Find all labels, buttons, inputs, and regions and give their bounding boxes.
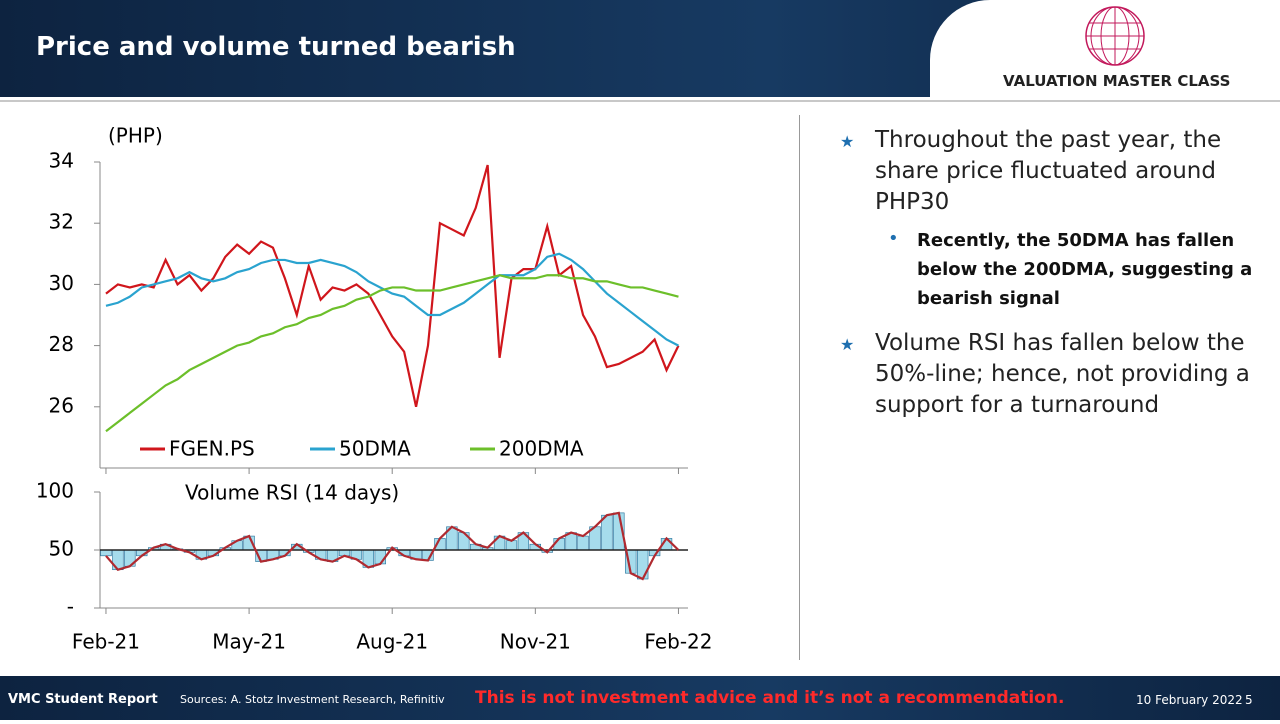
y-tick-label: -	[67, 595, 74, 619]
legend-label: 50DMA	[339, 437, 411, 461]
line-series	[105, 274, 679, 433]
sub-bullet-icon: •	[888, 228, 899, 249]
footer-page: 5	[1245, 693, 1253, 707]
line-series	[105, 164, 680, 408]
y-tick-label: 100	[36, 479, 74, 503]
logo-globe	[1085, 6, 1145, 66]
bullet: Volume RSI has fallen below the 50%-line…	[875, 330, 1250, 418]
chart-title: Volume RSI (14 days)	[185, 481, 399, 505]
charts: 26 28 30 32 34 (PHP) FGEN.PS 50DMA 200DMA - 50 100 F…	[36, 124, 713, 654]
footer-disclaimer: This is not investment advice and it’s n…	[475, 688, 1065, 708]
x-tick-label: Nov-21	[500, 630, 571, 654]
bullet-icon: ★	[840, 132, 855, 151]
x-tick-label: Feb-21	[72, 630, 140, 654]
legend-label: FGEN.PS	[169, 437, 255, 461]
footer-report: VMC Student Report	[8, 692, 158, 707]
legend-label: 200DMA	[499, 437, 584, 461]
rsi-bar	[637, 549, 649, 580]
y-tick-label: 34	[49, 149, 74, 173]
bullet: Throughout the past year, the share pric…	[875, 127, 1222, 215]
footer-sources: Sources: A. Stotz Investment Research, R…	[180, 693, 445, 706]
rsi-bar	[100, 549, 112, 557]
footer-date: 10 February 2022	[1136, 693, 1243, 707]
line-series	[105, 252, 679, 347]
y-axis-label: (PHP)	[108, 124, 163, 148]
rsi-bar	[601, 514, 613, 551]
y-tick-label: 32	[49, 210, 74, 234]
x-tick-label: Aug-21	[356, 630, 428, 654]
rsi-bar	[577, 535, 589, 551]
y-tick-label: 26	[49, 393, 74, 417]
rsi-bar	[505, 540, 518, 551]
sub-bullet: Recently, the 50DMA has fallen below the…	[917, 230, 1253, 309]
y-tick-label: 50	[49, 537, 74, 561]
x-tick-label: May-21	[212, 630, 286, 654]
rsi-line	[105, 511, 680, 581]
separator	[799, 115, 800, 660]
bullet-icon: ★	[840, 335, 855, 354]
footer-band	[0, 676, 1280, 720]
y-tick-label: 28	[49, 332, 74, 356]
x-tick-label: Feb-22	[644, 630, 712, 654]
header-title: Price and volume turned bearish	[36, 32, 516, 62]
header-rule	[0, 100, 1280, 102]
y-tick-label: 30	[49, 271, 74, 295]
logo-text: VALUATION MASTER CLASS	[1003, 72, 1231, 90]
